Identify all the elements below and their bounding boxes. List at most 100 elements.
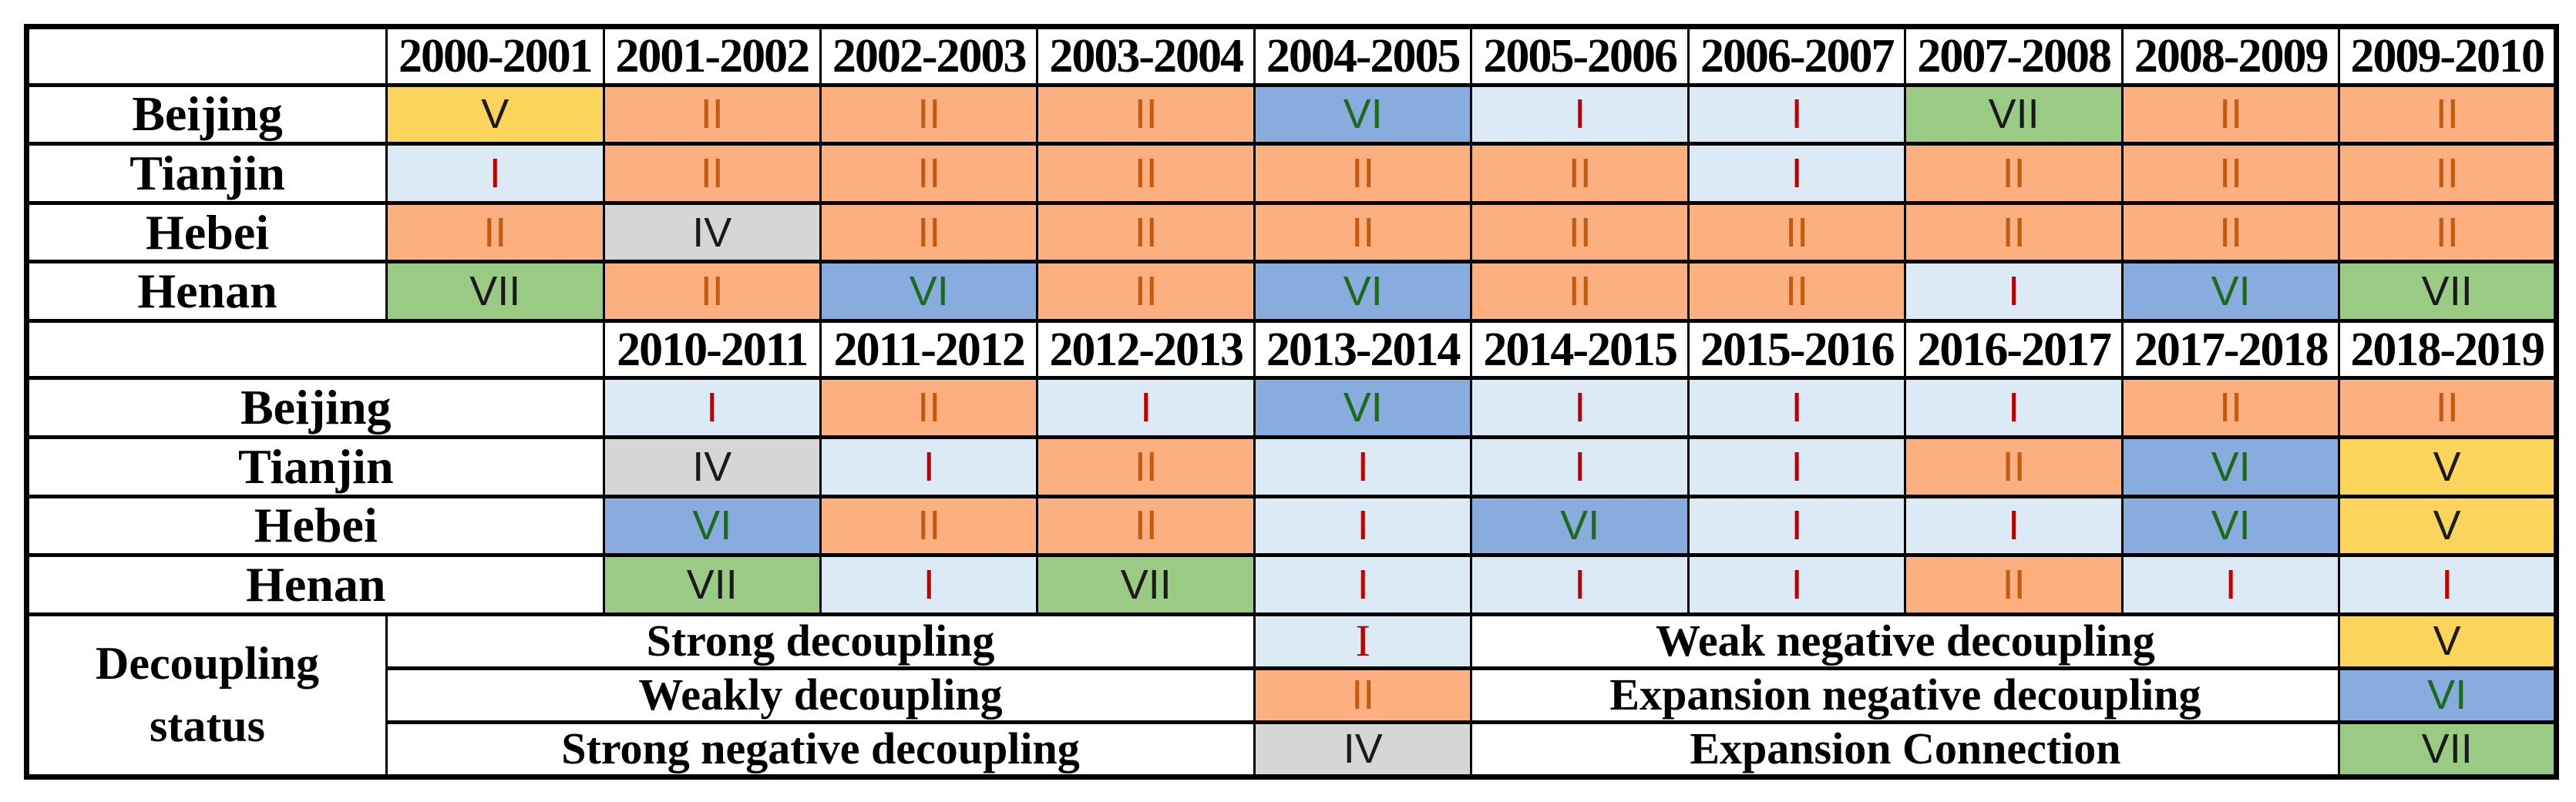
legend-numeral-cell: IV [1253,720,1473,780]
region-label: Beijing [25,376,605,440]
status-cell: IV [602,200,822,264]
region-data-row: Beijing I II I VI I I I II II [25,376,2558,440]
year-header: 2003-2004 [1036,25,1256,87]
status-cell: I [819,553,1039,616]
status-cell: I [1904,260,2124,324]
legend-status-label: Weak negative decoupling [1470,612,2341,670]
legend-numeral-cell: VI [2338,666,2558,724]
region-data-row: Henan VII I VII I I I II I I [25,553,2558,616]
year-header: 2009-2010 [2338,25,2558,87]
year-header: 2018-2019 [2338,319,2558,381]
status-cell: II [602,260,822,324]
region-label: Hebei [25,200,388,264]
status-cell: I [1470,82,1690,146]
status-cell: I [1904,376,2124,440]
status-cell: II [1036,82,1256,146]
table-body: 2000-2001 2001-2002 2002-2003 2003-2004 2004… [25,25,2558,780]
status-cell: VI [2120,494,2341,558]
legend-numeral-cell: V [2338,612,2558,670]
region-data-row: Henan VII II VI II VI II II I VI VII [25,260,2558,324]
status-cell: II [1253,200,1473,264]
year-header: 2005-2006 [1470,25,1690,87]
legend-row: Decoupling status Strong decoupling I Weak … [25,612,2558,780]
status-cell: II [385,200,605,264]
status-cell: II [1036,200,1256,264]
status-cell: II [2120,376,2341,440]
legend-status-label: Weakly decoupling [385,666,1256,724]
year-header: 2011-2012 [819,319,1039,381]
status-cell: I [385,142,605,205]
status-cell: II [1470,260,1690,324]
status-cell: V [385,82,605,146]
status-cell: I [2120,553,2341,616]
decoupling-status-table: 2000-2001 2001-2002 2002-2003 2003-2004 2004… [24,24,2559,780]
status-cell: II [2120,82,2341,146]
status-cell: I [1687,494,1907,558]
status-cell: II [819,142,1039,205]
status-cell: IV [602,435,822,498]
status-cell: VII [385,260,605,324]
year-header-row: 2010-2011 2011-2012 2012-2013 2013-2014 2014… [25,319,2558,381]
year-header: 2008-2009 [2120,25,2341,87]
year-header: 2006-2007 [1687,25,1907,87]
region-data-row: Beijing V II II II VI I I VII II II [25,82,2558,146]
year-header: 2004-2005 [1253,25,1473,87]
status-cell: II [1470,200,1690,264]
status-cell: I [1036,376,1256,440]
status-cell: VI [1253,260,1473,324]
legend-numeral-cell: VII [2338,720,2558,780]
status-cell: II [819,82,1039,146]
legend-status-label: Strong negative decoupling [385,720,1256,780]
status-cell: II [1687,260,1907,324]
legend-numeral-cell: I [1253,612,1473,670]
status-cell: VI [1470,494,1690,558]
status-cell: I [2338,553,2558,616]
status-cell: II [819,200,1039,264]
status-cell: II [602,82,822,146]
status-cell: II [2338,82,2558,146]
status-cell: II [1036,142,1256,205]
year-header: 2015-2016 [1687,319,1907,381]
status-cell: I [1687,142,1907,205]
legend-status-label: Strong decoupling [385,612,1256,670]
status-cell: I [1470,553,1690,616]
year-header: 2013-2014 [1253,319,1473,381]
status-cell: I [1253,435,1473,498]
region-data-row: Tianjin I II II II II II I II II II [25,142,2558,205]
status-cell: VII [602,553,822,616]
status-cell: II [2338,376,2558,440]
legend-title: Decoupling status [25,612,388,780]
region-data-row: Hebei II IV II II II II II II II II [25,200,2558,264]
region-data-row: Tianjin IV I II I I I II VI V [25,435,2558,498]
status-cell: VI [819,260,1039,324]
year-header-row: 2000-2001 2001-2002 2002-2003 2003-2004 2004… [25,25,2558,87]
status-cell: I [1253,553,1473,616]
legend-row: Weakly decoupling II Expansion negative de… [27,666,2558,724]
region-label: Tianjin [25,435,605,498]
corner-cell [25,25,388,87]
year-header: 2016-2017 [1904,319,2124,381]
status-cell: II [2120,200,2341,264]
year-header: 2002-2003 [819,25,1039,87]
corner-cell [25,319,605,381]
region-label: Tianjin [25,142,388,205]
status-cell: I [1470,435,1690,498]
year-header: 2012-2013 [1036,319,1256,381]
status-cell: I [1904,494,2124,558]
status-cell: II [1036,435,1256,498]
status-cell: I [1687,376,1907,440]
status-cell: VI [1253,82,1473,146]
status-cell: I [1470,376,1690,440]
status-cell: II [1904,200,2124,264]
region-label: Hebei [25,494,605,558]
status-cell: VI [2120,260,2341,324]
legend-status-label: Expansion negative decoupling [1470,666,2341,724]
status-cell: I [1687,82,1907,146]
year-header: 2014-2015 [1470,319,1690,381]
status-cell: V [2338,494,2558,558]
region-data-row: Hebei VI II II I VI I I VI V [25,494,2558,558]
status-cell: II [819,376,1039,440]
region-label: Henan [25,260,388,324]
status-cell: II [1470,142,1690,205]
